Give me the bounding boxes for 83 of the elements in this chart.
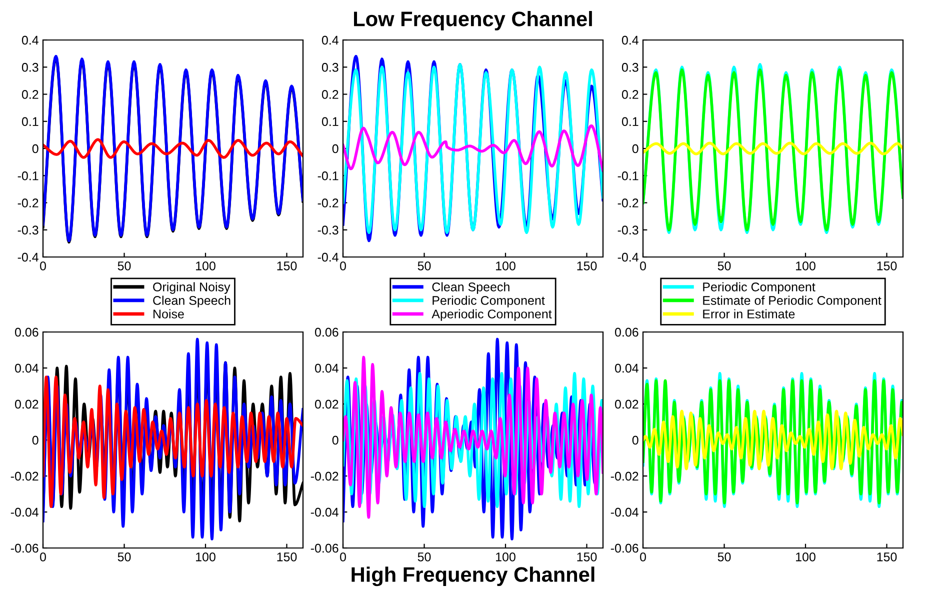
y-tick-label: 0.1 xyxy=(622,117,638,126)
y-tick-label: 0.02 xyxy=(614,400,638,409)
y-tick-label: 0 xyxy=(632,144,638,154)
legend-label: Noise xyxy=(154,309,184,318)
y-tick-label: 0.04 xyxy=(14,364,38,373)
x-axis-title: High Frequency Channel xyxy=(352,566,594,586)
y-tick-label: -0.4 xyxy=(318,252,338,262)
x-tick-label: 50 xyxy=(418,552,431,562)
y-tick-label: -0.04 xyxy=(610,508,638,517)
x-tick-label: 50 xyxy=(718,261,731,270)
x-tick-label: 150 xyxy=(577,261,597,270)
y-tick-label: 0.2 xyxy=(22,90,38,99)
x-tick-label: 50 xyxy=(718,552,731,562)
y-tick-label: 0.06 xyxy=(614,328,638,337)
y-tick-label: -0.1 xyxy=(18,171,38,180)
x-tick-label: 100 xyxy=(496,261,516,270)
y-tick-label: -0.4 xyxy=(618,252,638,262)
y-tick-label: -0.02 xyxy=(310,472,338,481)
y-tick-label: 0.4 xyxy=(622,36,638,45)
y-tick-label: 0.06 xyxy=(14,328,38,337)
y-tick-label: 0.3 xyxy=(22,62,38,72)
y-tick-label: -0.04 xyxy=(10,508,38,517)
y-tick-label: 0.4 xyxy=(322,36,338,45)
y-tick-label: 0 xyxy=(32,436,38,445)
x-tick-label: 50 xyxy=(118,552,131,562)
x-tick-label: 150 xyxy=(277,261,297,270)
x-tick-label: 0 xyxy=(640,552,646,562)
x-tick-label: 100 xyxy=(496,552,516,562)
x-tick-label: 0 xyxy=(40,552,46,562)
legend-label: Error in Estimate xyxy=(703,309,795,318)
y-tick-label: 0.06 xyxy=(314,328,338,337)
y-tick-label: 0.4 xyxy=(22,36,38,45)
y-tick-label: -0.2 xyxy=(618,198,638,208)
y-tick-label: -0.4 xyxy=(18,252,38,262)
y-tick-label: -0.06 xyxy=(310,544,338,553)
y-tick-label: 0.1 xyxy=(322,117,338,126)
x-tick-label: 100 xyxy=(196,552,216,562)
legend-label: Clean Speech xyxy=(153,296,230,308)
x-tick-label: 0 xyxy=(340,261,346,270)
y-tick-label: 0 xyxy=(632,436,638,445)
y-tick-label: 0.02 xyxy=(314,400,338,409)
y-tick-label: -0.2 xyxy=(318,198,338,208)
x-tick-label: 100 xyxy=(196,261,216,270)
y-tick-label: 0.04 xyxy=(314,364,338,373)
y-tick-label: 0.04 xyxy=(614,364,638,373)
legend-label: Aperiodic Component xyxy=(432,309,552,321)
legend-label: Periodic Component xyxy=(432,296,545,308)
y-tick-label: -0.1 xyxy=(618,171,638,180)
y-tick-label: -0.02 xyxy=(10,472,38,481)
x-tick-label: 0 xyxy=(40,261,46,270)
x-tick-label: 0 xyxy=(340,552,346,562)
y-tick-label: -0.06 xyxy=(610,544,638,553)
y-tick-label: 0.3 xyxy=(322,62,338,72)
y-tick-label: -0.3 xyxy=(18,226,38,235)
x-tick-label: 50 xyxy=(418,261,431,270)
y-tick-label: 0.1 xyxy=(22,117,38,126)
y-tick-label: 0.02 xyxy=(14,400,38,409)
legend-label: Estimate of Periodic Component xyxy=(703,296,882,308)
y-tick-label: 0 xyxy=(332,436,338,445)
y-tick-label: -0.3 xyxy=(318,226,338,235)
x-tick-label: 100 xyxy=(796,552,816,562)
legend-label: Original Noisy xyxy=(153,282,230,294)
x-tick-label: 150 xyxy=(577,552,597,562)
x-tick-label: 150 xyxy=(277,552,297,562)
x-tick-label: 0 xyxy=(640,261,646,270)
y-tick-label: 0 xyxy=(32,144,38,154)
y-tick-label: -0.3 xyxy=(618,226,638,235)
y-tick-label: -0.2 xyxy=(18,198,38,208)
y-tick-label: 0.3 xyxy=(622,62,638,72)
y-tick-label: 0 xyxy=(332,144,338,154)
legend-label: Periodic Component xyxy=(703,282,816,294)
legend-label: Clean Speech xyxy=(432,282,510,294)
y-tick-label: -0.06 xyxy=(10,544,38,553)
x-tick-label: 150 xyxy=(877,261,897,270)
chart-title: Low Frequency Channel xyxy=(354,11,592,30)
y-tick-label: 0.2 xyxy=(622,90,638,99)
y-tick-label: 0.2 xyxy=(322,90,338,99)
x-tick-label: 50 xyxy=(118,261,131,270)
y-tick-label: -0.02 xyxy=(610,472,638,481)
y-tick-label: -0.1 xyxy=(318,171,338,180)
x-tick-label: 150 xyxy=(877,552,897,562)
x-tick-label: 100 xyxy=(796,261,816,270)
y-tick-label: -0.04 xyxy=(310,508,338,517)
